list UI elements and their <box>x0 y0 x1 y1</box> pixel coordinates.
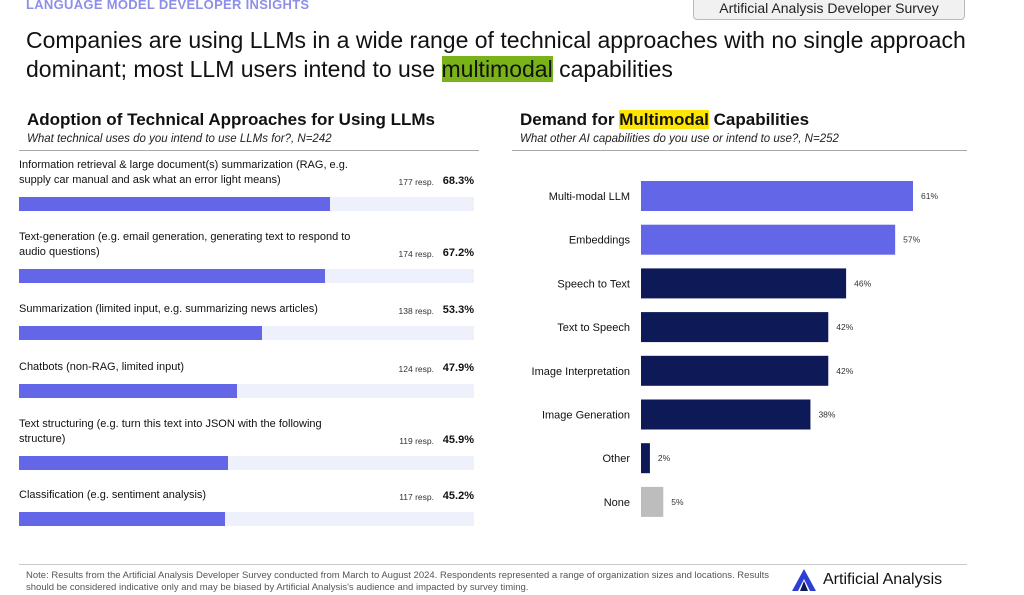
brand-mark-icon <box>792 569 816 591</box>
approach-percent: 45.2% <box>442 490 474 502</box>
bar <box>19 197 330 211</box>
data-label: 42% <box>836 366 853 376</box>
bar <box>19 326 262 340</box>
category-label: Other <box>602 453 630 465</box>
right-title-prefix: Demand for <box>520 110 620 129</box>
bar-track <box>19 512 474 526</box>
category-label: Text to Speech <box>557 322 630 334</box>
approach-label: Text structuring (e.g. turn this text in… <box>19 418 322 445</box>
data-label: 46% <box>854 278 871 288</box>
response-count: 117 resp. <box>399 492 434 502</box>
bar <box>641 486 664 517</box>
footer-note: Note: Results from the Artificial Analys… <box>26 570 769 593</box>
left-panel-rule <box>19 150 479 151</box>
bar-track <box>19 197 474 211</box>
bar-track <box>19 269 474 283</box>
approach-percent: 67.2% <box>442 247 474 259</box>
approach-percent: 45.9% <box>442 434 474 446</box>
approach-percent: 53.3% <box>442 304 474 316</box>
category-label: Image Interpretation <box>532 366 630 378</box>
brand-logo: Artificial Analysis <box>791 566 971 594</box>
brand-name: Artificial Analysis <box>823 571 943 588</box>
bar <box>641 355 829 386</box>
bar-track <box>19 326 474 340</box>
data-label: 42% <box>836 322 853 332</box>
left-panel-subtitle: What technical uses do you intend to use… <box>27 133 332 145</box>
approach-percent: 47.9% <box>442 362 474 374</box>
right-panel-rule <box>512 150 967 151</box>
right-panel-subtitle: What other AI capabilities do you use or… <box>520 133 839 145</box>
category-label: Embeddings <box>569 235 631 247</box>
bar <box>641 181 913 211</box>
bar <box>641 443 650 474</box>
headline-text-1: Companies are using LLMs in a wide range… <box>26 27 966 82</box>
bar-track <box>19 384 474 398</box>
section-eyebrow: LANGUAGE MODEL DEVELOPER INSIGHTS <box>26 0 310 12</box>
approach-percent: 68.3% <box>442 175 474 187</box>
multimodal-demand-chart: Multi-modal LLM 61% Embeddings 57% Speech to… <box>532 181 938 517</box>
category-label: Multi-modal LLM <box>549 191 630 203</box>
approach-label: Text-generation (e.g. email generation, … <box>19 231 351 258</box>
response-count: 138 resp. <box>398 306 434 316</box>
category-label: Image Generation <box>542 410 630 422</box>
response-count: 177 resp. <box>398 177 434 187</box>
approach-label: Chatbots (non-RAG, limited input) <box>19 361 185 373</box>
bar <box>19 384 237 398</box>
bar <box>641 399 811 430</box>
right-title-highlight: Multimodal <box>619 110 709 129</box>
adoption-chart: Information retrieval & large document(s… <box>0 0 512 560</box>
data-label: 57% <box>903 235 920 245</box>
footer-rule <box>19 564 967 565</box>
right-panel-title: Demand for Multimodal Capabilities <box>520 110 809 130</box>
approach-label: Classification (e.g. sentiment analysis) <box>19 489 207 501</box>
bar <box>19 269 325 283</box>
page-headline: Companies are using LLMs in a wide range… <box>26 26 986 84</box>
bar <box>19 512 225 526</box>
bar <box>641 224 896 255</box>
headline-highlight: multimodal <box>441 56 553 82</box>
response-count: 124 resp. <box>398 364 434 374</box>
data-label: 5% <box>671 497 684 507</box>
data-label: 38% <box>818 410 835 420</box>
response-count: 119 resp. <box>399 436 434 446</box>
response-count: 174 resp. <box>398 249 434 259</box>
data-label: 61% <box>921 191 938 201</box>
data-label: 2% <box>658 453 671 463</box>
bar <box>641 312 829 343</box>
category-label: Speech to Text <box>557 278 630 290</box>
bar <box>19 456 228 470</box>
approach-label: Summarization (limited input, e.g. summa… <box>19 303 318 315</box>
survey-badge[interactable]: Artificial Analysis Developer Survey <box>693 0 965 20</box>
left-panel-title: Adoption of Technical Approaches for Usi… <box>27 110 436 129</box>
headline-text-2: capabilities <box>552 56 673 82</box>
bar-track <box>19 456 474 470</box>
right-title-suffix: Capabilities <box>708 110 810 129</box>
category-label: None <box>604 497 630 509</box>
bar <box>641 268 847 299</box>
approach-label: Information retrieval & large document(s… <box>19 159 348 186</box>
